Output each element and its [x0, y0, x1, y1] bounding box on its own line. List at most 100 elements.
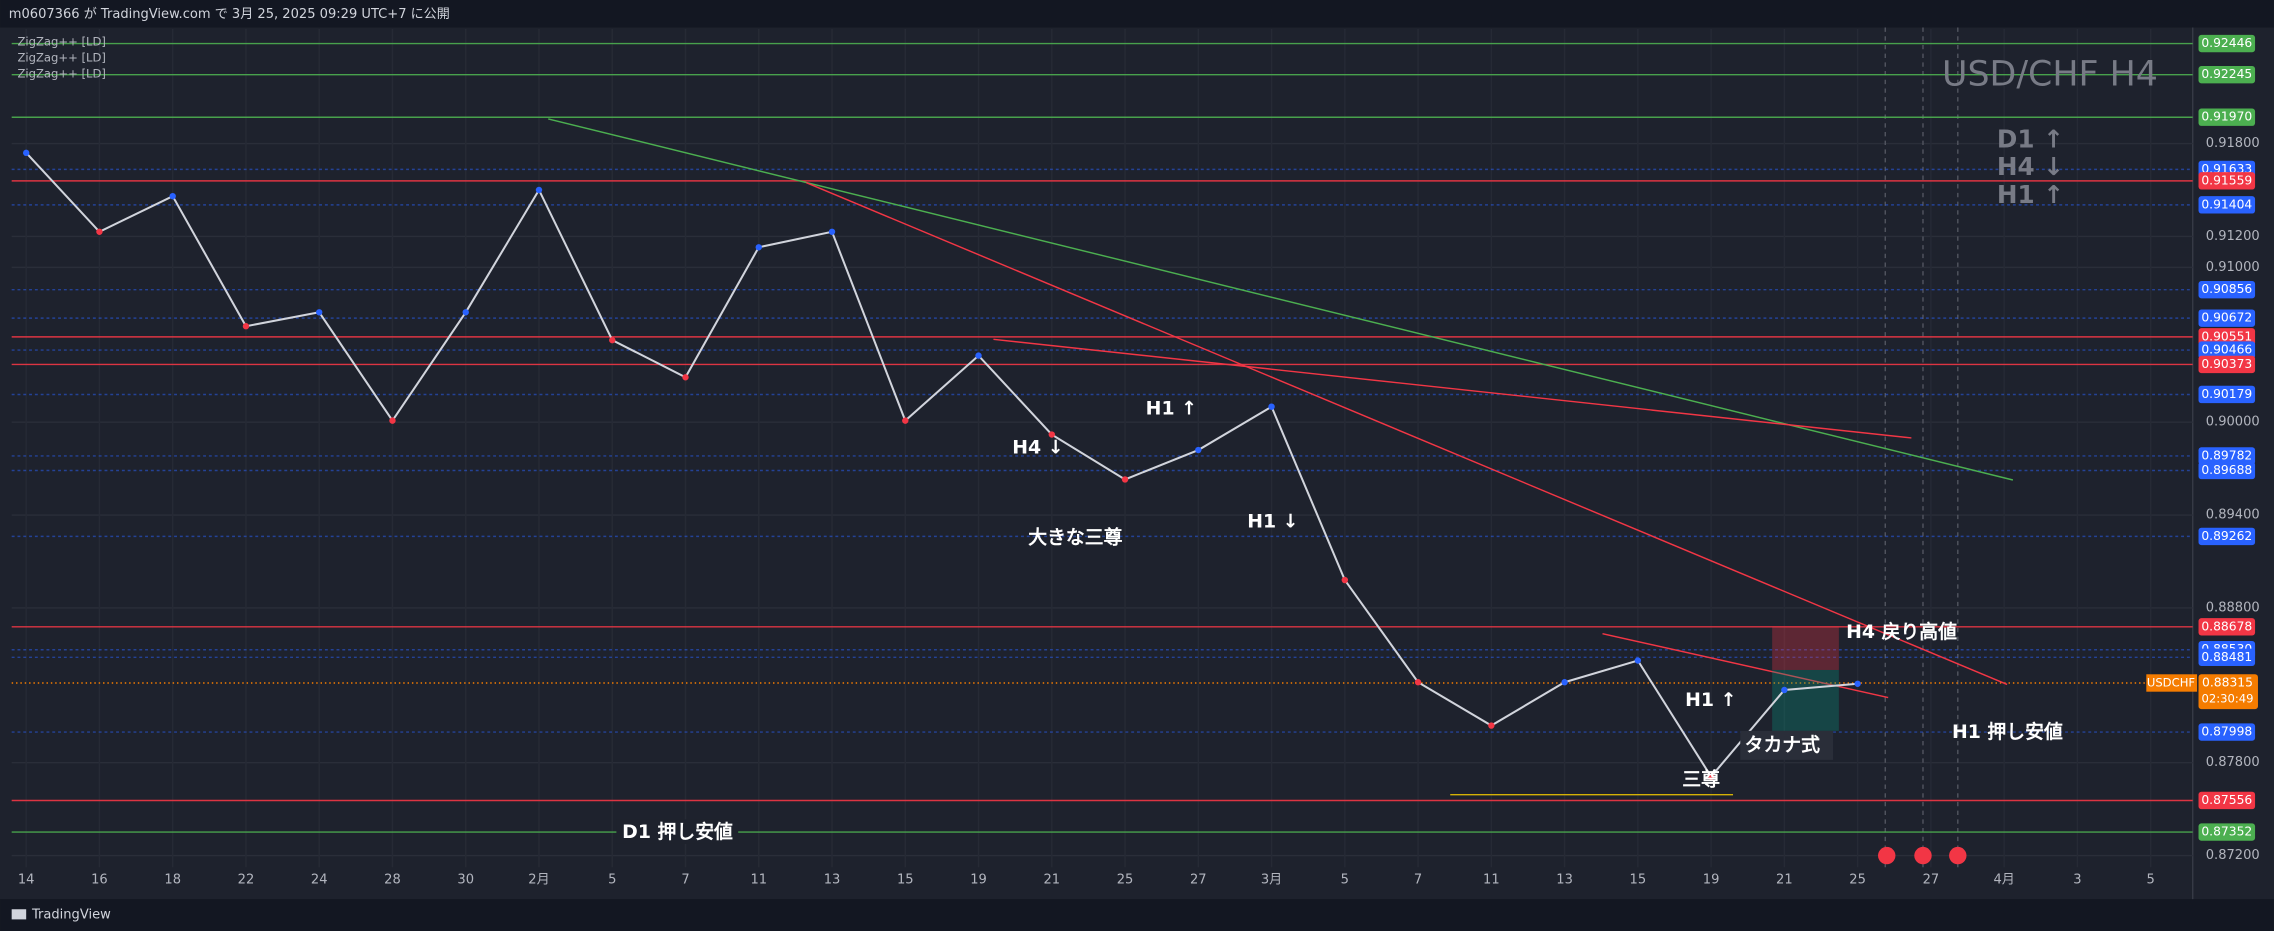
price-point	[1268, 403, 1275, 410]
x-tick-label: 25	[1117, 873, 1134, 888]
price-point	[22, 149, 30, 157]
footer-bar	[0, 899, 2274, 931]
future-lines	[1884, 27, 1959, 868]
trendlines	[548, 118, 2014, 796]
price-tag	[2198, 34, 2256, 53]
price-point	[1341, 576, 1349, 584]
label-bg	[616, 819, 739, 844]
x-tick-label: 5	[2147, 873, 2155, 888]
price-tag	[2198, 172, 2256, 190]
annotation: H1 押し安値	[1952, 720, 2063, 743]
y-tick-label: 0.87800	[2206, 755, 2260, 770]
x-tick-label: 21	[1776, 873, 1793, 888]
annotation: H1 ↑	[1146, 398, 1197, 419]
indicator-label: ZigZag++ [LD]	[17, 35, 105, 49]
event-icon[interactable]	[1878, 846, 1896, 865]
annotation: H1 ↑	[1685, 690, 1736, 711]
trend: D1 ↑	[1997, 125, 2064, 154]
x-tick-label: 11	[1483, 873, 1500, 888]
indicator-label: ZigZag++ [LD]	[17, 66, 105, 80]
countdown-label: 02:30:49	[2201, 691, 2253, 705]
x-tick-label: 25	[1849, 873, 1866, 888]
price-tag	[2198, 527, 2256, 546]
trend: H4 ↓	[1997, 152, 2064, 181]
x-tick-label: 2月	[528, 873, 549, 888]
price-tag-label: 0.91970	[2201, 110, 2252, 124]
x-tick-label: 7	[1414, 873, 1422, 888]
trendline	[548, 118, 2014, 481]
price-point	[1781, 686, 1788, 694]
price-point	[902, 417, 909, 424]
annotation: H1 ↓	[1247, 512, 1298, 533]
x-tick-label: 27	[1190, 873, 1207, 888]
y-tick-label: 0.91200	[2206, 229, 2260, 244]
price-tag	[2198, 461, 2256, 480]
x-tick-label: 28	[384, 873, 401, 888]
price-point	[462, 309, 469, 316]
symbol-title: USD/CHF H4	[1942, 54, 2158, 94]
x-tick-label: 19	[1703, 873, 1720, 888]
trendline	[1602, 633, 1889, 699]
price-point	[1488, 722, 1495, 729]
price-tag-label: 0.91559	[2201, 173, 2252, 187]
price-tag	[2198, 618, 2256, 636]
x-tick-label: 30	[457, 873, 474, 888]
event-icon[interactable]	[1949, 846, 1967, 865]
x-tick-label: 5	[1341, 873, 1349, 888]
x-tick-label: 11	[750, 873, 767, 888]
x-tick-label: 7	[681, 873, 689, 888]
x-tick-label: 18	[164, 873, 181, 888]
trend: H1 ↑	[1997, 180, 2064, 209]
grid	[11, 29, 2193, 868]
event-icon[interactable]	[1914, 846, 1932, 865]
price-tag	[2198, 723, 2256, 741]
price-tag-label: 0.89782	[2201, 448, 2252, 462]
x-tick-label: 4月	[1993, 873, 2014, 888]
symbol-tag	[2146, 674, 2198, 692]
price-tag	[2198, 648, 2256, 666]
y-tick-label: 0.91800	[2206, 136, 2260, 151]
price-tag	[2198, 65, 2256, 84]
price-point	[1854, 680, 1861, 687]
price-tag-label: 0.87998	[2201, 725, 2252, 739]
x-tick-label: 3月	[1261, 873, 1282, 888]
price-tag-label: 0.87556	[2201, 793, 2252, 807]
x-tick-label: 22	[238, 873, 255, 888]
price-tag-label: 0.90856	[2201, 282, 2252, 296]
price-tag	[2198, 355, 2256, 374]
price-point	[828, 228, 836, 235]
x-tick-label: 14	[18, 873, 35, 888]
price-line	[25, 152, 1858, 779]
x-tick-label: 15	[897, 873, 914, 888]
trendline	[806, 182, 2008, 686]
risk-box	[1772, 626, 1839, 670]
annotation: 三尊	[1682, 768, 1720, 791]
y-tick-label: 0.87200	[2206, 848, 2260, 863]
price-tag-label: 0.90551	[2201, 329, 2252, 343]
price-tag-label: 0.88315	[2202, 675, 2253, 689]
x-tick-label: 27	[1923, 873, 1940, 888]
axes: 0.91800 0.91200 0.91000 0.90000 0.89400 0.888…	[18, 34, 2260, 888]
price-tag	[2198, 674, 2258, 710]
footer-text: TradingView	[31, 908, 111, 923]
x-tick-label: 15	[1630, 873, 1647, 888]
plot	[22, 149, 1861, 780]
price-tag-label: 0.90466	[2201, 343, 2252, 357]
annotation: H4 戻り高値	[1846, 620, 1957, 643]
annotation: H4 ↓	[1012, 438, 1063, 459]
price-tag	[2198, 280, 2256, 299]
x-tick-label: 21	[1043, 873, 1060, 888]
price-tag-label: 0.92446	[2201, 36, 2252, 50]
x-tick-label: 13	[824, 873, 841, 888]
label-box	[1740, 730, 1834, 760]
event-icons	[1878, 846, 1967, 865]
price-tag-label: 0.92245	[2201, 67, 2252, 81]
price-point	[316, 309, 323, 316]
x-tick-label: 24	[311, 873, 328, 888]
price-point	[682, 374, 689, 381]
price-point	[242, 323, 250, 330]
annotation: 大きな三尊	[1028, 526, 1122, 549]
